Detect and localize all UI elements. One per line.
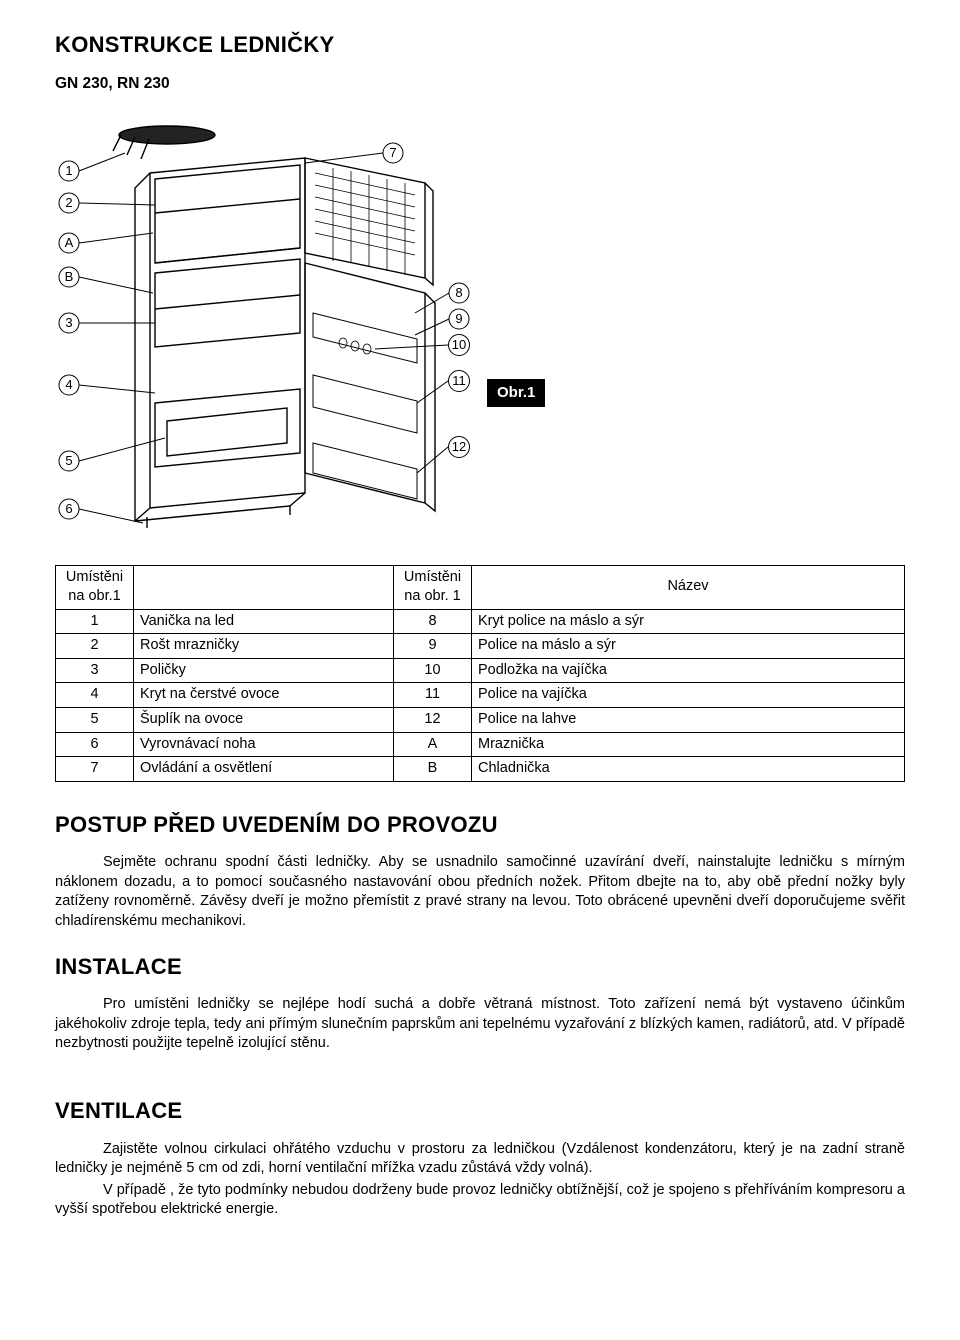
svg-text:12: 12	[452, 439, 466, 454]
cell-name2: Mraznička	[472, 732, 905, 757]
cell-name2: Police na máslo a sýr	[472, 634, 905, 659]
cell-num2: A	[394, 732, 472, 757]
cell-num1: 1	[56, 609, 134, 634]
model-line: GN 230, RN 230	[55, 74, 905, 95]
cell-num1: 7	[56, 757, 134, 782]
heading-postup: POSTUP PŘED UVEDENÍM DO PROVOZU	[55, 810, 905, 840]
table-row: 3Poličky10Podložka na vajíčka	[56, 658, 905, 683]
svg-text:11: 11	[452, 373, 466, 388]
svg-text:1: 1	[65, 163, 72, 178]
cell-name1: Kryt na čerstvé ovoce	[134, 683, 394, 708]
cell-name1: Vyrovnávací noha	[134, 732, 394, 757]
svg-text:10: 10	[452, 337, 466, 352]
cell-num1: 5	[56, 707, 134, 732]
table-row: 4Kryt na čerstvé ovoce11Police na vajíčk…	[56, 683, 905, 708]
svg-text:9: 9	[455, 311, 462, 326]
para-ventilace-1: Zajistěte volnou cirkulaci ohřátého vzdu…	[55, 1140, 905, 1179]
svg-text:A: A	[65, 235, 74, 250]
cell-num1: 2	[56, 634, 134, 659]
table-row: 2Rošt mrazničky9Police na máslo a sýr	[56, 634, 905, 659]
cell-name2: Police na vajíčka	[472, 683, 905, 708]
svg-text:4: 4	[65, 377, 72, 392]
th-empty1	[134, 565, 394, 609]
svg-text:5: 5	[65, 453, 72, 468]
figure-label: Obr.1	[487, 379, 545, 407]
heading-instalace: INSTALACE	[55, 952, 905, 982]
cell-name1: Ovládání a osvětlení	[134, 757, 394, 782]
cell-name2: Police na lahve	[472, 707, 905, 732]
th-pos2: Umístěni na obr. 1	[394, 565, 472, 609]
svg-text:B: B	[65, 269, 74, 284]
cell-name2: Podložka na vajíčka	[472, 658, 905, 683]
fridge-diagram: 1 2 A B 3 4 5	[55, 113, 515, 543]
svg-text:2: 2	[65, 195, 72, 210]
cell-num1: 6	[56, 732, 134, 757]
cell-num2: 12	[394, 707, 472, 732]
cell-num2: 10	[394, 658, 472, 683]
cell-name2: Kryt police na máslo a sýr	[472, 609, 905, 634]
parts-table: Umístěni na obr.1 Umístěni na obr. 1 Náz…	[55, 565, 905, 782]
svg-text:6: 6	[65, 501, 72, 516]
th-name: Název	[472, 565, 905, 609]
cell-name1: Vanička na led	[134, 609, 394, 634]
table-row: 7Ovládání a osvětleníBChladnička	[56, 757, 905, 782]
cell-num2: B	[394, 757, 472, 782]
svg-text:3: 3	[65, 315, 72, 330]
para-postup: Sejměte ochranu spodní části ledničky. A…	[55, 853, 905, 931]
figure-container: 1 2 A B 3 4 5	[55, 113, 905, 543]
heading-ventilace: VENTILACE	[55, 1096, 905, 1126]
cell-name1: Rošt mrazničky	[134, 634, 394, 659]
svg-text:8: 8	[455, 285, 462, 300]
cell-num1: 4	[56, 683, 134, 708]
cell-name1: Šuplík na ovoce	[134, 707, 394, 732]
table-row: 6Vyrovnávací nohaAMraznička	[56, 732, 905, 757]
cell-num2: 8	[394, 609, 472, 634]
heading-konstrukce: KONSTRUKCE LEDNIČKY	[55, 30, 905, 60]
cell-num2: 11	[394, 683, 472, 708]
cell-num2: 9	[394, 634, 472, 659]
para-ventilace-2: V případě , že tyto podmínky nebudou dod…	[55, 1181, 905, 1220]
cell-name1: Poličky	[134, 658, 394, 683]
para-instalace: Pro umístěni ledničky se nejlépe hodí su…	[55, 995, 905, 1054]
cell-num1: 3	[56, 658, 134, 683]
table-row: 5Šuplík na ovoce12Police na lahve	[56, 707, 905, 732]
svg-text:7: 7	[389, 145, 396, 160]
table-row: 1Vanička na led8Kryt police na máslo a s…	[56, 609, 905, 634]
th-pos1: Umístěni na obr.1	[56, 565, 134, 609]
cell-name2: Chladnička	[472, 757, 905, 782]
